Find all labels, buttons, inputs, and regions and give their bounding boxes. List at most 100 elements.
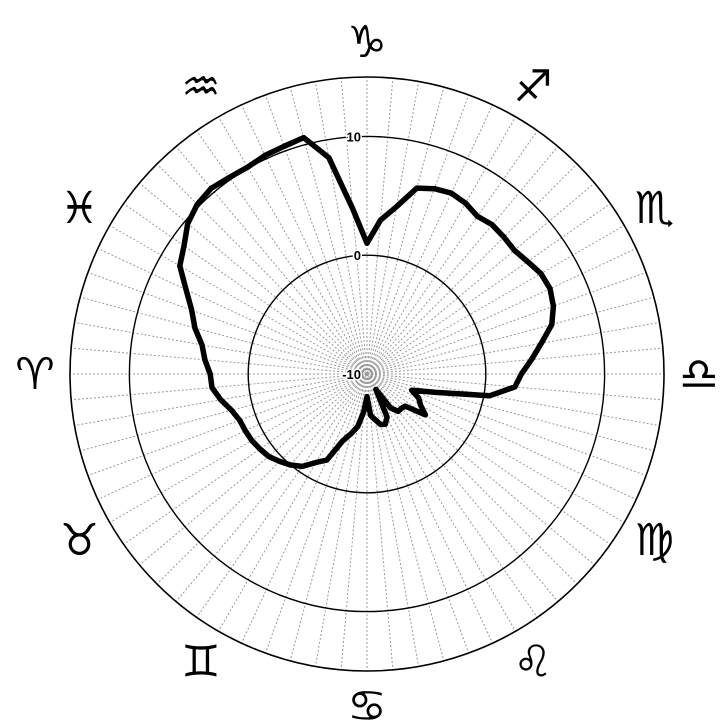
angular-gridline	[366, 271, 647, 375]
data-point	[350, 433, 352, 435]
data-point	[549, 288, 551, 290]
angular-gridline	[87, 373, 368, 477]
zodiac-sign-label: ♒	[181, 62, 220, 113]
data-point	[380, 219, 381, 221]
data-point	[268, 456, 270, 457]
angular-gridline	[366, 203, 611, 375]
angular-gridline	[366, 296, 655, 375]
angular-gridline	[366, 373, 625, 523]
angular-gridline	[366, 146, 559, 375]
angular-gridline	[366, 373, 516, 632]
data-point	[363, 411, 365, 413]
angular-gridline	[109, 373, 368, 523]
angular-gridline	[289, 86, 368, 375]
data-point	[450, 192, 452, 194]
data-point	[264, 154, 266, 156]
data-point	[433, 188, 435, 190]
angular-gridline	[79, 296, 368, 375]
data-point	[326, 459, 328, 461]
angular-gridline	[264, 94, 368, 375]
data-point	[301, 465, 303, 467]
angular-gridline	[97, 373, 368, 500]
angular-gridline	[139, 182, 368, 375]
angular-gridline	[340, 78, 368, 375]
radial-gridline	[128, 135, 606, 613]
data-point	[328, 157, 330, 159]
data-point	[513, 249, 515, 251]
data-point	[540, 342, 542, 344]
angular-gridline	[218, 373, 368, 632]
angular-gridline	[79, 373, 368, 452]
angular-gridline	[366, 373, 655, 452]
angular-gridline	[366, 373, 611, 545]
radial-gridline-inner	[357, 364, 377, 384]
data-point	[194, 327, 196, 329]
data-point	[374, 419, 376, 421]
data-point	[491, 224, 493, 226]
data-point	[416, 187, 418, 189]
zodiac-sign-label: ♋	[347, 681, 386, 727]
angular-gridline	[74, 321, 368, 375]
angular-gridline	[156, 373, 368, 585]
radial-tick-label: -10	[342, 367, 361, 382]
angular-gridline	[366, 347, 663, 375]
angular-gridline	[241, 104, 368, 375]
data-point	[251, 440, 253, 441]
data-point	[435, 391, 437, 393]
angular-gridline	[366, 373, 445, 662]
data-point	[315, 462, 317, 463]
data-point	[489, 395, 491, 397]
angular-gridline	[366, 94, 470, 375]
outer-frame	[69, 76, 665, 672]
angular-gridline	[87, 271, 368, 375]
data-point	[179, 265, 181, 267]
data-point	[386, 416, 388, 418]
data-point	[418, 397, 420, 399]
data-point	[209, 373, 211, 375]
data-point	[552, 305, 554, 307]
data-point	[540, 273, 542, 275]
zodiac-sign-label: ♍	[635, 515, 674, 566]
zodiac-sign-label: ♑	[347, 17, 386, 68]
data-point	[247, 166, 249, 168]
angular-gridline	[366, 248, 637, 375]
data-point	[259, 448, 261, 450]
data-point	[228, 176, 230, 178]
data-point	[404, 405, 406, 407]
data-point	[279, 460, 281, 462]
angular-gridline	[366, 373, 538, 618]
data-point	[342, 440, 344, 442]
angular-gridline	[97, 248, 368, 375]
data-point	[514, 386, 516, 388]
angular-gridline	[289, 373, 368, 662]
data-point	[411, 389, 413, 391]
angular-gridline	[366, 163, 578, 375]
angular-gridline	[366, 130, 538, 375]
zodiac-sign-label: ♐	[513, 62, 552, 113]
data-point	[239, 419, 241, 421]
angular-gridline	[156, 163, 368, 375]
data-point	[397, 410, 399, 412]
zodiac-sign-label: ♉	[60, 515, 99, 566]
radial-tick-labels: -10 0 10	[341, 128, 363, 384]
data-point	[352, 207, 353, 209]
angular-gridlines	[70, 77, 664, 671]
radial-gridlines	[69, 76, 665, 672]
angular-gridline	[366, 116, 516, 375]
angular-gridline	[366, 81, 420, 375]
zodiac-sign-label: ♈	[15, 349, 54, 400]
zodiac-sign-label: ♌	[513, 637, 552, 688]
data-point	[185, 289, 187, 291]
angular-gridline	[139, 373, 368, 566]
data-point	[380, 424, 381, 425]
data-point	[231, 409, 233, 411]
data-point	[465, 202, 467, 204]
data-point	[503, 236, 505, 238]
angular-gridline	[123, 373, 368, 545]
zodiac-sign-label: ♊	[181, 637, 220, 688]
data-point	[375, 388, 377, 390]
angular-gridline	[175, 146, 368, 375]
data-point	[551, 324, 553, 325]
